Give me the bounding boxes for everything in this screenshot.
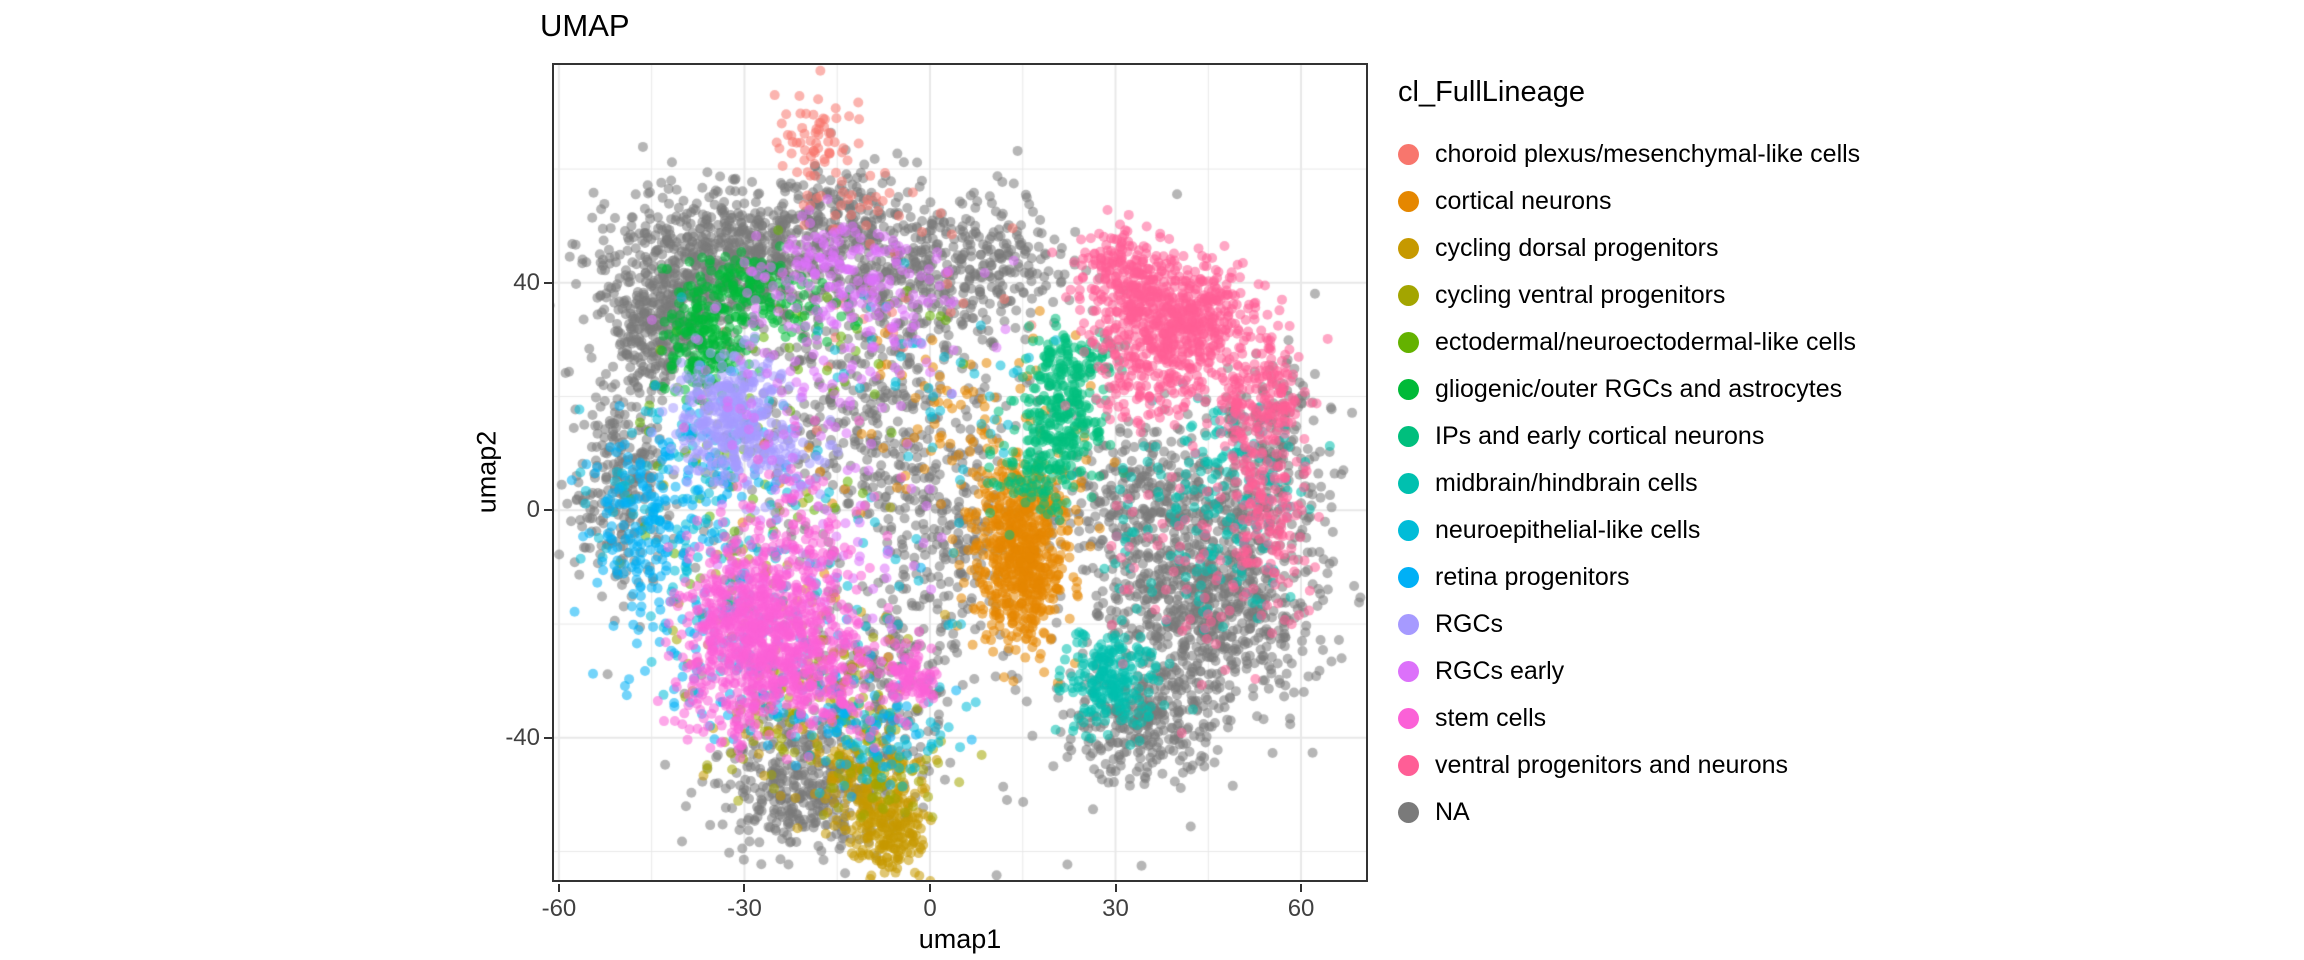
legend-label: stem cells xyxy=(1435,704,1547,732)
legend-label: cycling dorsal progenitors xyxy=(1435,234,1719,262)
legend-item: retina progenitors xyxy=(1398,554,1968,601)
legend-label: IPs and early cortical neurons xyxy=(1435,422,1765,450)
legend-swatch-icon xyxy=(1398,755,1419,776)
y-tick-label: 40 xyxy=(513,268,540,296)
legend-swatch-icon xyxy=(1398,473,1419,494)
legend-swatch-icon xyxy=(1398,285,1419,306)
x-tick-mark xyxy=(1114,884,1117,892)
legend-label: cycling ventral progenitors xyxy=(1435,281,1726,309)
legend-swatch-icon xyxy=(1398,802,1419,823)
legend-swatch-icon xyxy=(1398,661,1419,682)
x-axis-title: umap1 xyxy=(918,924,1002,954)
legend-swatch-icon xyxy=(1398,332,1419,353)
legend-item: gliogenic/outer RGCs and astrocytes xyxy=(1398,366,1968,413)
y-axis-title: umap2 xyxy=(471,430,502,514)
scatter-canvas xyxy=(554,65,1366,880)
legend-swatch-icon xyxy=(1398,567,1419,588)
legend-item: NA xyxy=(1398,789,1968,836)
legend-swatch-icon xyxy=(1398,614,1419,635)
legend-label: neuroepithelial-like cells xyxy=(1435,516,1701,544)
legend: cl_FullLineage choroid plexus/mesenchyma… xyxy=(1398,76,1968,836)
legend-label: gliogenic/outer RGCs and astrocytes xyxy=(1435,375,1843,403)
legend-label: ventral progenitors and neurons xyxy=(1435,751,1789,779)
legend-title: cl_FullLineage xyxy=(1398,76,1586,108)
legend-swatch-icon xyxy=(1398,708,1419,729)
legend-swatch-icon xyxy=(1398,238,1419,259)
y-tick-label: -40 xyxy=(505,723,540,751)
legend-swatch-icon xyxy=(1398,426,1419,447)
y-tick-label: 0 xyxy=(526,496,540,524)
y-tick-mark xyxy=(544,509,552,512)
legend-swatch-icon xyxy=(1398,191,1419,212)
legend-label: retina progenitors xyxy=(1435,563,1630,591)
legend-swatch-icon xyxy=(1398,144,1419,165)
legend-item: ventral progenitors and neurons xyxy=(1398,742,1968,789)
legend-label: NA xyxy=(1435,798,1470,826)
legend-label: RGCs early xyxy=(1435,657,1565,685)
x-tick-mark xyxy=(929,884,931,892)
legend-label: cortical neurons xyxy=(1435,187,1612,215)
x-tick-mark xyxy=(557,884,560,892)
legend-item: midbrain/hindbrain cells xyxy=(1398,460,1968,507)
legend-swatch-icon xyxy=(1398,520,1419,541)
legend-label: midbrain/hindbrain cells xyxy=(1435,469,1698,497)
legend-item: cycling dorsal progenitors xyxy=(1398,225,1968,272)
legend-items: choroid plexus/mesenchymal-like cells cor… xyxy=(1398,131,1968,836)
x-tick-label: -60 xyxy=(541,895,577,922)
legend-label: ectodermal/neuroectodermal-like cells xyxy=(1435,328,1857,356)
legend-label: RGCs xyxy=(1435,610,1504,638)
x-tick-label: 30 xyxy=(1102,895,1129,922)
legend-item: RGCs early xyxy=(1398,648,1968,695)
y-tick-mark xyxy=(544,281,552,284)
legend-item: stem cells xyxy=(1398,695,1968,742)
plot-title: UMAP xyxy=(540,8,630,43)
x-tick-mark xyxy=(1300,884,1303,892)
x-tick-label: -30 xyxy=(727,895,762,922)
legend-item: neuroepithelial-like cells xyxy=(1398,507,1968,554)
legend-label: choroid plexus/mesenchymal-like cells xyxy=(1435,140,1861,168)
legend-item: cortical neurons xyxy=(1398,178,1968,225)
legend-item: RGCs xyxy=(1398,601,1968,648)
legend-swatch-icon xyxy=(1398,379,1419,400)
x-tick-mark xyxy=(743,884,746,892)
plot-panel xyxy=(552,63,1368,882)
legend-item: choroid plexus/mesenchymal-like cells xyxy=(1398,131,1968,178)
y-tick-mark xyxy=(544,736,552,739)
legend-item: cycling ventral progenitors xyxy=(1398,272,1968,319)
legend-item: ectodermal/neuroectodermal-like cells xyxy=(1398,319,1968,366)
x-tick-label: 0 xyxy=(923,895,937,922)
legend-item: IPs and early cortical neurons xyxy=(1398,413,1968,460)
x-tick-label: 60 xyxy=(1287,895,1315,922)
